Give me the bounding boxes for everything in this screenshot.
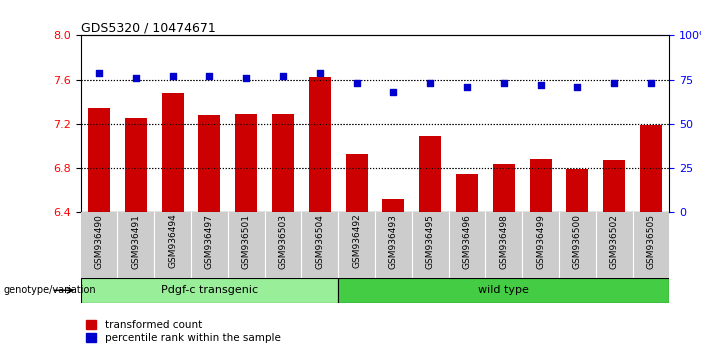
Point <box>130 75 142 81</box>
Text: GSM936494: GSM936494 <box>168 214 177 268</box>
Text: GSM936501: GSM936501 <box>242 214 251 269</box>
Bar <box>529 159 552 212</box>
Point <box>608 80 620 86</box>
Bar <box>640 125 662 212</box>
Text: GSM936503: GSM936503 <box>278 214 287 269</box>
Bar <box>198 115 221 212</box>
Point <box>93 70 104 75</box>
Text: GSM936493: GSM936493 <box>389 214 398 269</box>
Text: GSM936505: GSM936505 <box>646 214 655 269</box>
Point <box>351 80 362 86</box>
Point <box>425 80 436 86</box>
Legend: transformed count, percentile rank within the sample: transformed count, percentile rank withi… <box>86 320 280 343</box>
Point <box>572 84 583 90</box>
Text: GSM936497: GSM936497 <box>205 214 214 269</box>
Bar <box>493 164 515 212</box>
Text: GSM936492: GSM936492 <box>352 214 361 268</box>
Bar <box>383 199 404 212</box>
Bar <box>603 160 625 212</box>
Text: GSM936499: GSM936499 <box>536 214 545 269</box>
Text: GSM936498: GSM936498 <box>499 214 508 269</box>
Point <box>204 73 215 79</box>
Text: genotype/variation: genotype/variation <box>4 285 96 295</box>
Point <box>388 89 399 95</box>
Text: GSM936490: GSM936490 <box>95 214 104 269</box>
Point <box>240 75 252 81</box>
Text: GSM936495: GSM936495 <box>426 214 435 269</box>
Bar <box>88 108 110 212</box>
Text: GSM936491: GSM936491 <box>131 214 140 269</box>
Bar <box>272 114 294 212</box>
Text: Pdgf-c transgenic: Pdgf-c transgenic <box>161 285 258 295</box>
Point <box>461 84 472 90</box>
Text: GSM936500: GSM936500 <box>573 214 582 269</box>
Point <box>167 73 178 79</box>
Text: GSM936502: GSM936502 <box>610 214 619 269</box>
Bar <box>566 169 588 212</box>
Bar <box>338 278 669 303</box>
Point <box>498 80 510 86</box>
Text: GDS5320 / 10474671: GDS5320 / 10474671 <box>81 21 215 34</box>
Text: GSM936496: GSM936496 <box>463 214 472 269</box>
Text: GSM936504: GSM936504 <box>315 214 325 269</box>
Bar <box>236 114 257 212</box>
Bar <box>346 154 367 212</box>
Bar <box>161 93 184 212</box>
Point <box>535 82 546 88</box>
Bar <box>456 174 478 212</box>
Bar <box>125 118 147 212</box>
Point <box>314 70 325 75</box>
Bar <box>81 278 338 303</box>
Text: wild type: wild type <box>478 285 529 295</box>
Bar <box>308 78 331 212</box>
Point <box>278 73 289 79</box>
Point <box>646 80 657 86</box>
Bar <box>419 136 442 212</box>
